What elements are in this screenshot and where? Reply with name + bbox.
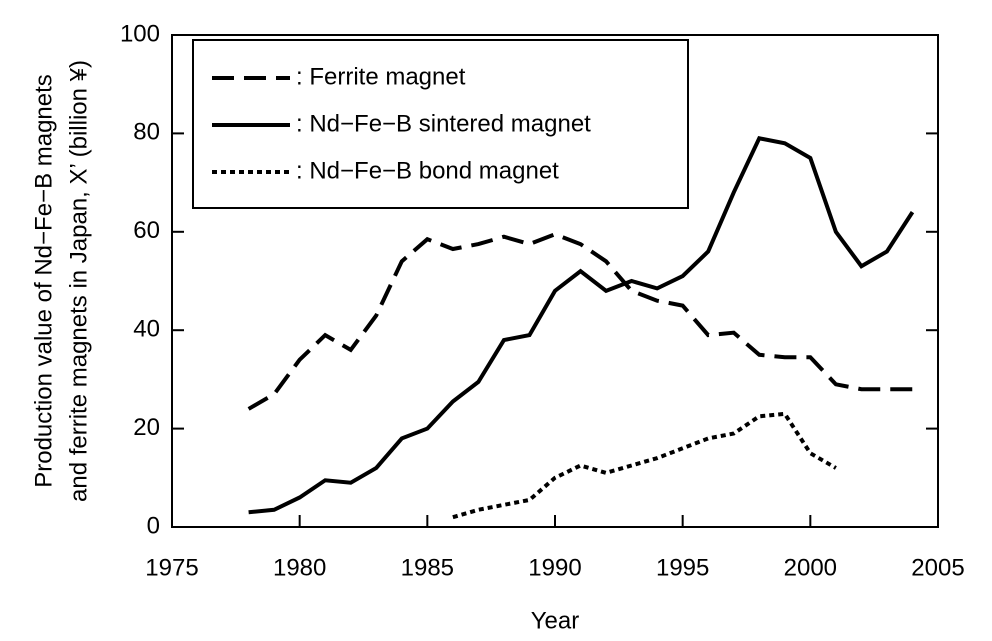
x-tick-label: 1990 bbox=[528, 554, 581, 581]
series-line bbox=[452, 411, 837, 520]
y-axis-label: Production value of Nd−Fe−B magnets bbox=[30, 74, 57, 488]
legend-label: : Nd−Fe−B sintered magnet bbox=[296, 110, 591, 137]
x-tick-label: 1985 bbox=[401, 554, 454, 581]
series-line bbox=[248, 136, 915, 515]
x-tick-label: 1995 bbox=[656, 554, 709, 581]
y-axis-label: and ferrite magnets in Japan, X’ (billio… bbox=[65, 60, 92, 502]
series-line bbox=[247, 232, 913, 411]
x-axis-label: Year bbox=[531, 607, 580, 634]
y-tick-label: 80 bbox=[133, 119, 160, 146]
x-tick-label: 1975 bbox=[145, 554, 198, 581]
y-tick-label: 60 bbox=[133, 217, 160, 244]
y-tick-label: 100 bbox=[120, 20, 160, 47]
legend-label: : Nd−Fe−B bond magnet bbox=[296, 157, 559, 184]
y-tick-label: 0 bbox=[147, 512, 160, 539]
x-tick-label: 2005 bbox=[911, 554, 964, 581]
y-tick-label: 20 bbox=[133, 414, 160, 441]
legend-label: : Ferrite magnet bbox=[296, 63, 466, 90]
x-tick-label: 2000 bbox=[784, 554, 837, 581]
y-tick-label: 40 bbox=[133, 316, 160, 343]
x-tick-label: 1980 bbox=[273, 554, 326, 581]
